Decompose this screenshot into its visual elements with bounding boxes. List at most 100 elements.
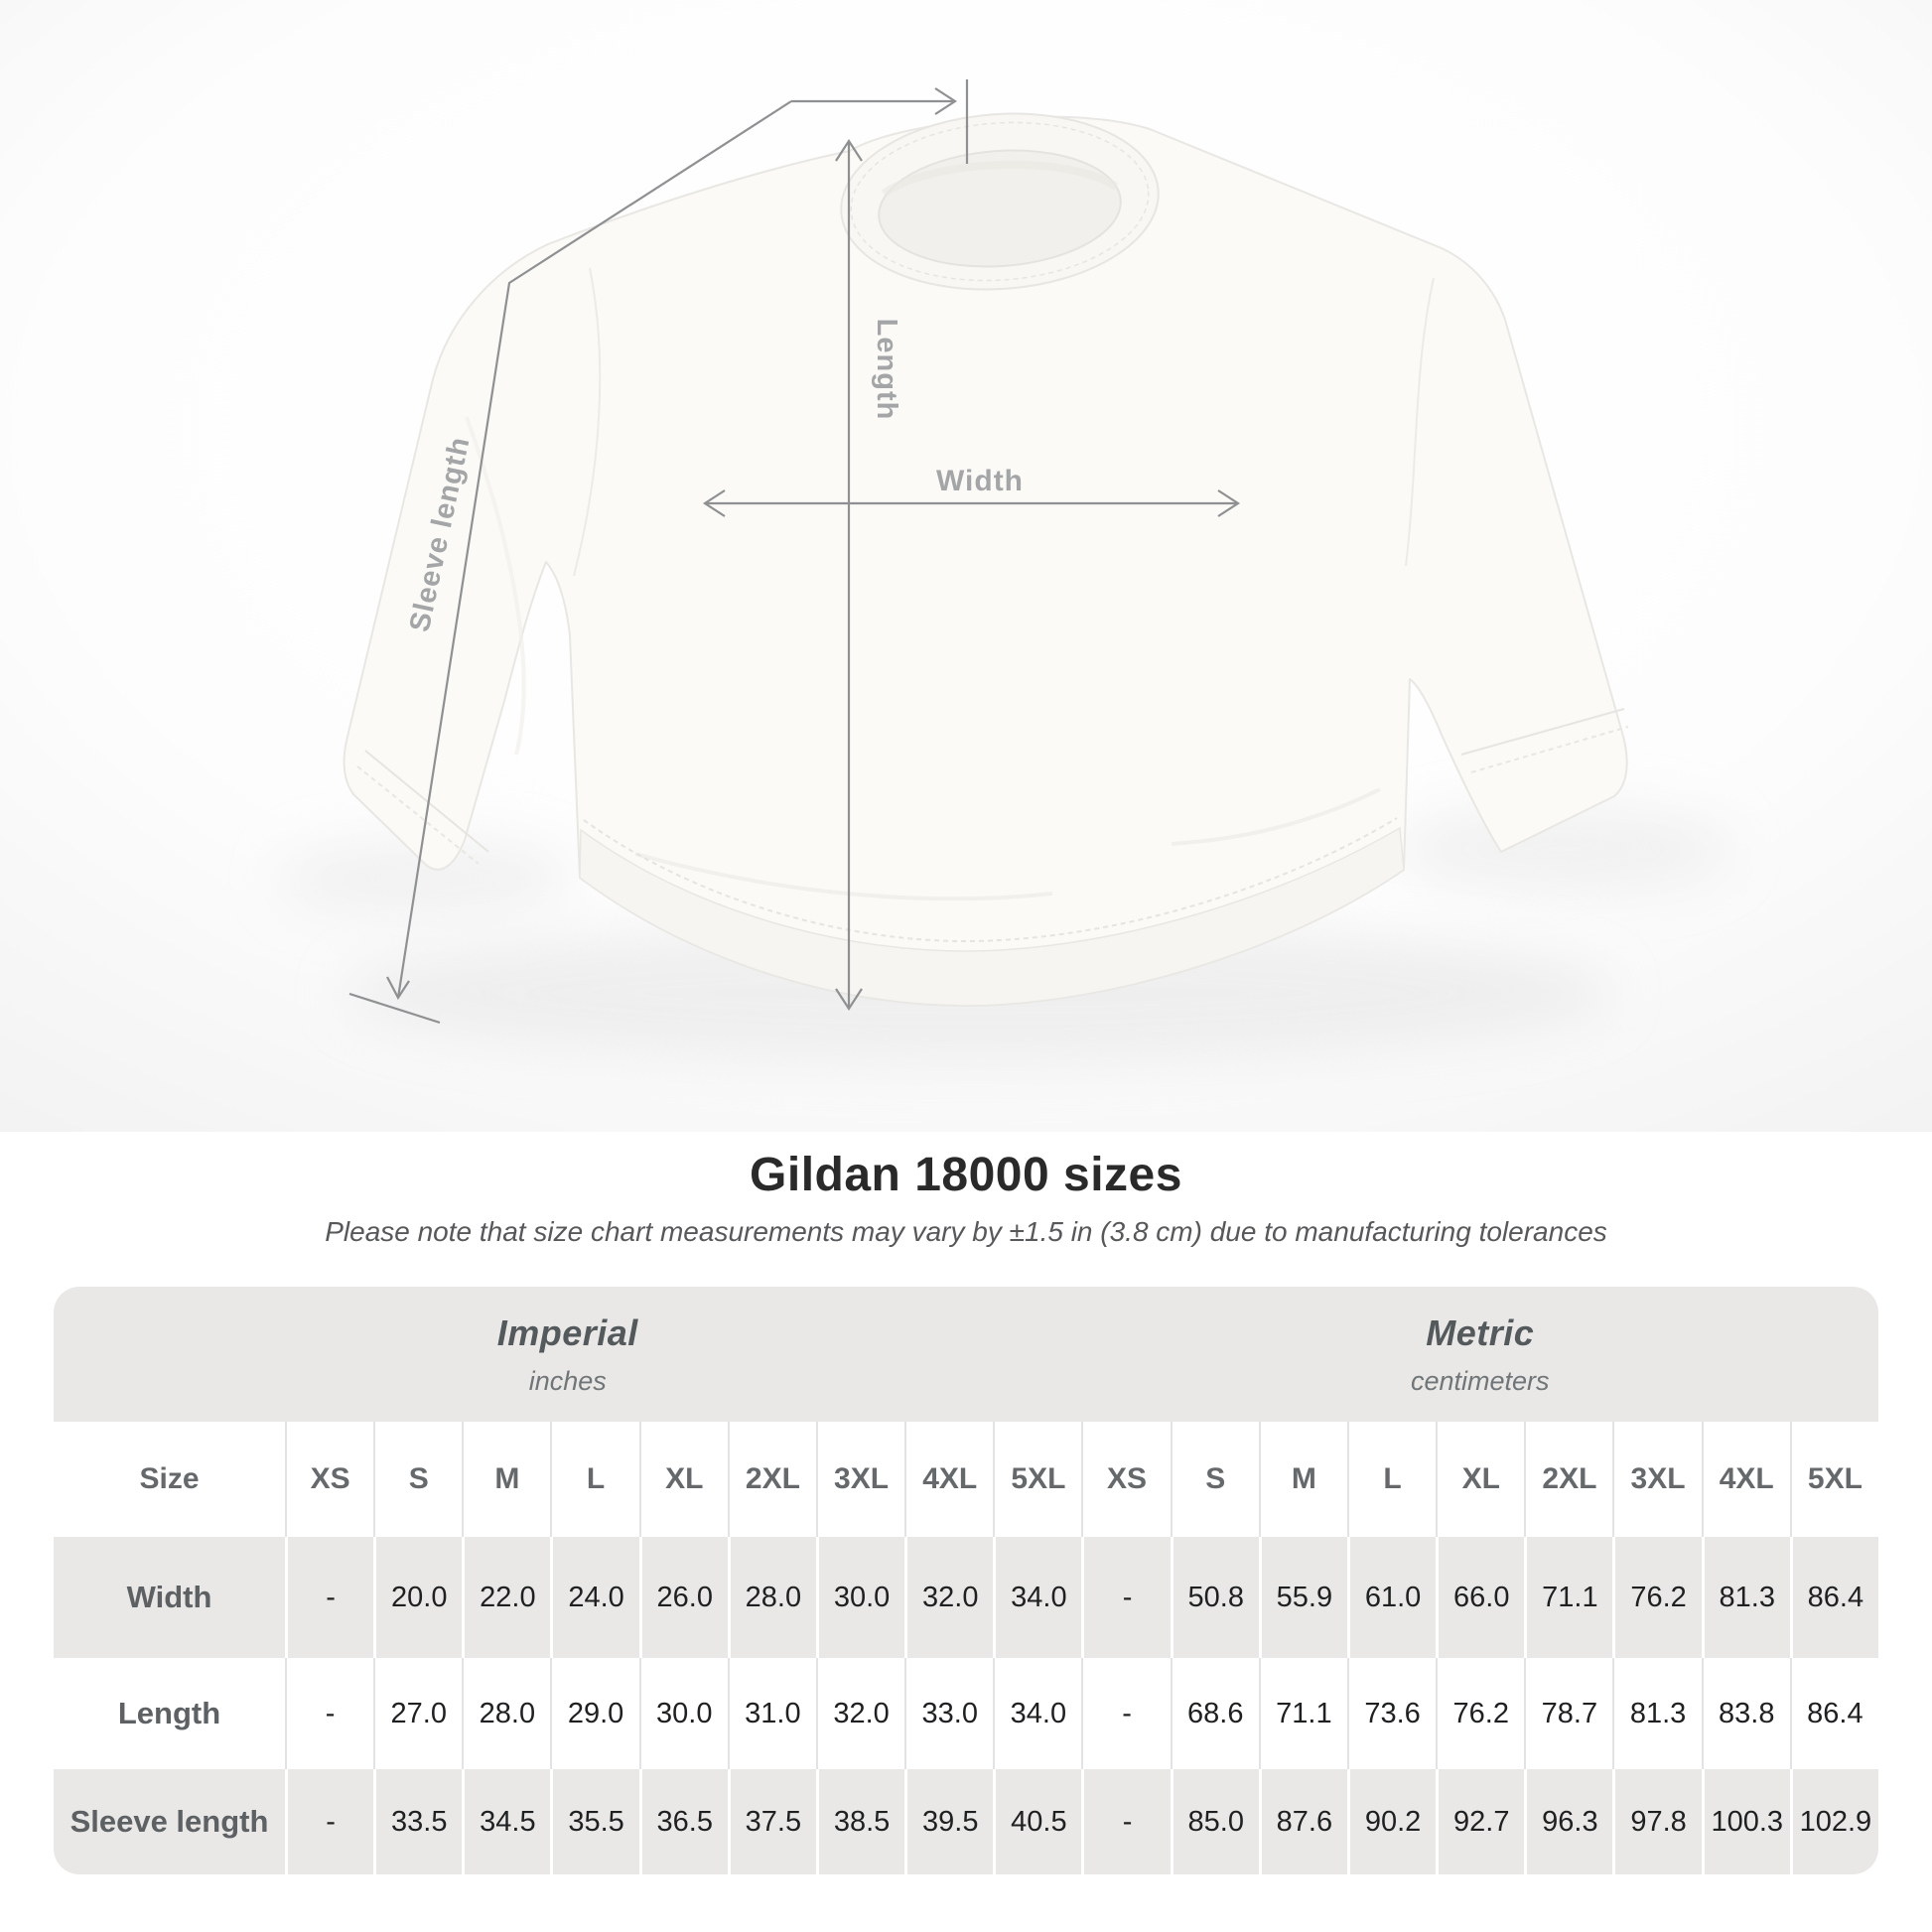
sleeve-length-line bbox=[396, 100, 792, 999]
length-metric-cell: 81.3 bbox=[1612, 1658, 1702, 1769]
length-imperial-cell: 31.0 bbox=[727, 1658, 816, 1769]
size-header-imperial-5xl: 5XL bbox=[993, 1422, 1082, 1537]
right-cuff-stitch bbox=[1470, 726, 1629, 773]
metric-label: Metric bbox=[1426, 1311, 1535, 1353]
sleeve-imperial-cell: 35.5 bbox=[550, 1769, 639, 1874]
width-right-arrowhead bbox=[1217, 489, 1241, 517]
collar-stitch-ring bbox=[850, 121, 1150, 282]
sleeve-imperial-cell: 36.5 bbox=[638, 1769, 728, 1874]
collar-inner-shadow bbox=[881, 160, 1119, 198]
left-cuff-stitch bbox=[356, 765, 480, 865]
length-label: Length bbox=[871, 319, 902, 421]
right-cuff-seam bbox=[1460, 708, 1625, 756]
right-armhole-seam bbox=[1405, 277, 1435, 567]
sleeve-metric-cell: 85.0 bbox=[1170, 1769, 1259, 1874]
width-metric-cell: 55.9 bbox=[1258, 1537, 1347, 1658]
imperial-unit: inches bbox=[528, 1365, 607, 1396]
length-metric-cell: 78.7 bbox=[1524, 1658, 1613, 1769]
length-imperial-cell: 27.0 bbox=[373, 1658, 463, 1769]
sleeve-arrowhead bbox=[386, 976, 410, 1001]
width-metric-cell: 66.0 bbox=[1436, 1537, 1525, 1658]
imperial-label: Imperial bbox=[496, 1311, 638, 1353]
wrinkle-line bbox=[634, 852, 1053, 901]
size-header-metric-5xl: 5XL bbox=[1789, 1422, 1878, 1537]
sleeve-metric-cell: 87.6 bbox=[1258, 1769, 1347, 1874]
length-up-arrowhead bbox=[835, 138, 863, 162]
size-header-metric-4xl: 4XL bbox=[1701, 1422, 1790, 1537]
size-header-metric-s: S bbox=[1170, 1422, 1259, 1537]
sleeve-imperial-cell: - bbox=[285, 1769, 374, 1874]
width-imperial-cell: 30.0 bbox=[815, 1537, 905, 1658]
sleeve-imperial-cell: 34.5 bbox=[462, 1769, 551, 1874]
length-metric-cell: 83.8 bbox=[1701, 1658, 1790, 1769]
length-imperial-cell: - bbox=[285, 1658, 374, 1769]
width-metric-cell: 86.4 bbox=[1789, 1537, 1878, 1658]
measurement-annotations bbox=[348, 79, 1241, 1025]
size-header-imperial-2xl: 2XL bbox=[727, 1422, 816, 1537]
product-photo: Length Width Sleeve length bbox=[0, 0, 1932, 1132]
width-imperial-cell: 28.0 bbox=[727, 1537, 816, 1658]
row-label-width: Width bbox=[54, 1537, 285, 1658]
width-metric-cell: 61.0 bbox=[1346, 1537, 1437, 1658]
corner-header-size: Size bbox=[54, 1422, 285, 1537]
width-imperial-cell: 24.0 bbox=[550, 1537, 639, 1658]
length-metric-cell: 86.4 bbox=[1789, 1658, 1878, 1769]
tolerance-note: Please note that size chart measurements… bbox=[325, 1216, 1607, 1247]
size-header-metric-l: L bbox=[1346, 1422, 1437, 1537]
length-imperial-cell: 29.0 bbox=[550, 1658, 639, 1769]
left-cuff-seam bbox=[364, 750, 489, 853]
size-header-metric-xs: XS bbox=[1081, 1422, 1171, 1537]
width-left-arrowhead bbox=[702, 489, 726, 517]
width-metric-cell: 50.8 bbox=[1170, 1537, 1259, 1658]
hem-stitch-line bbox=[583, 817, 1398, 943]
length-metric-cell: 68.6 bbox=[1170, 1658, 1259, 1769]
metric-group-header: Metric centimeters bbox=[1081, 1287, 1878, 1422]
sleeve-metric-cell: 97.8 bbox=[1612, 1769, 1702, 1874]
width-label: Width bbox=[936, 465, 1024, 497]
sleeve-metric-cell: 96.3 bbox=[1524, 1769, 1613, 1874]
collar-opening bbox=[878, 149, 1122, 268]
sleeve-metric-cell: 92.7 bbox=[1436, 1769, 1525, 1874]
sweatshirt-measurement-diagram: Length Width Sleeve length bbox=[0, 0, 1932, 1132]
page-title: Gildan 18000 sizes bbox=[750, 1149, 1182, 1201]
width-metric-cell: - bbox=[1081, 1537, 1171, 1658]
width-metric-cell: 81.3 bbox=[1701, 1537, 1790, 1658]
sleeve-imperial-cell: 38.5 bbox=[815, 1769, 905, 1874]
sleeve-crease bbox=[465, 416, 526, 756]
size-header-imperial-3xl: 3XL bbox=[815, 1422, 905, 1537]
length-down-arrowhead bbox=[835, 988, 863, 1012]
sweatshirt-illustration bbox=[343, 112, 1629, 1007]
length-metric-cell: 73.6 bbox=[1346, 1658, 1437, 1769]
length-imperial-cell: 34.0 bbox=[993, 1658, 1082, 1769]
length-imperial-cell: 30.0 bbox=[638, 1658, 728, 1769]
right-arrowhead bbox=[934, 87, 958, 115]
sleeve-imperial-cell: 33.5 bbox=[373, 1769, 463, 1874]
size-header-imperial-s: S bbox=[373, 1422, 463, 1537]
width-metric-cell: 76.2 bbox=[1612, 1537, 1702, 1658]
sleeve-metric-cell: 100.3 bbox=[1701, 1769, 1790, 1874]
row-label-sleeve-length: Sleeve length bbox=[54, 1769, 285, 1874]
length-imperial-cell: 33.0 bbox=[904, 1658, 994, 1769]
sleeve-imperial-cell: 37.5 bbox=[727, 1769, 816, 1874]
length-metric-cell: - bbox=[1081, 1658, 1171, 1769]
length-metric-cell: 76.2 bbox=[1436, 1658, 1525, 1769]
length-imperial-cell: 28.0 bbox=[462, 1658, 551, 1769]
size-header-metric-xl: XL bbox=[1436, 1422, 1525, 1537]
size-table: Imperial inches Metric centimeters Size … bbox=[54, 1287, 1878, 1874]
size-header-metric-m: M bbox=[1258, 1422, 1347, 1537]
sleeve-metric-cell: - bbox=[1081, 1769, 1171, 1874]
sleeve-metric-cell: 102.9 bbox=[1789, 1769, 1878, 1874]
width-imperial-cell: 32.0 bbox=[904, 1537, 994, 1658]
left-cuff-shadow bbox=[278, 839, 576, 918]
size-header-imperial-xl: XL bbox=[638, 1422, 728, 1537]
size-header-imperial-m: M bbox=[462, 1422, 551, 1537]
width-imperial-cell: 20.0 bbox=[373, 1537, 463, 1658]
size-header-imperial-xs: XS bbox=[285, 1422, 374, 1537]
hem-band bbox=[579, 826, 1405, 1007]
width-metric-cell: 71.1 bbox=[1524, 1537, 1613, 1658]
size-header-metric-3xl: 3XL bbox=[1612, 1422, 1702, 1537]
size-header-imperial-l: L bbox=[550, 1422, 639, 1537]
size-header-imperial-4xl: 4XL bbox=[904, 1422, 994, 1537]
left-armhole-seam bbox=[573, 267, 602, 577]
